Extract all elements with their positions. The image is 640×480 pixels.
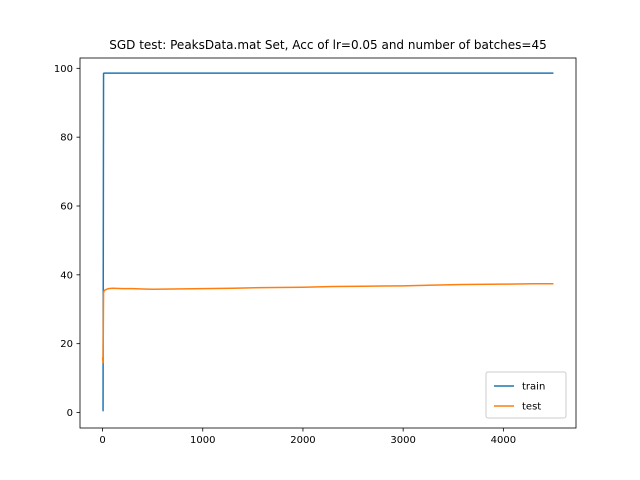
axes-layer: 0 1000 2000 3000 4000 0 20 40 60 80 100 bbox=[54, 57, 577, 446]
y-tick-label: 0 bbox=[67, 408, 73, 419]
chart-title: SGD test: PeaksData.mat Set, Acc of lr=0… bbox=[109, 38, 546, 52]
legend-label-test: test bbox=[522, 402, 541, 413]
y-tick-label: 100 bbox=[54, 64, 73, 75]
x-tick-label: 1000 bbox=[190, 435, 215, 446]
y-tick-label: 80 bbox=[60, 133, 73, 144]
series-layer bbox=[101, 72, 554, 412]
legend: train test bbox=[485, 371, 567, 419]
axes-frame bbox=[79, 57, 577, 429]
y-tick-label: 20 bbox=[60, 339, 73, 350]
x-tick-label: 0 bbox=[99, 435, 105, 446]
y-tick-label: 40 bbox=[60, 270, 73, 281]
plot-area bbox=[80, 58, 576, 428]
series-line-test bbox=[101, 283, 554, 364]
y-tick-label: 60 bbox=[60, 202, 73, 213]
legend-label-train: train bbox=[522, 382, 545, 393]
x-tick-label: 3000 bbox=[390, 435, 415, 446]
x-tick-label: 4000 bbox=[491, 435, 516, 446]
series-line-train bbox=[102, 72, 554, 412]
x-tick-label: 2000 bbox=[290, 435, 315, 446]
